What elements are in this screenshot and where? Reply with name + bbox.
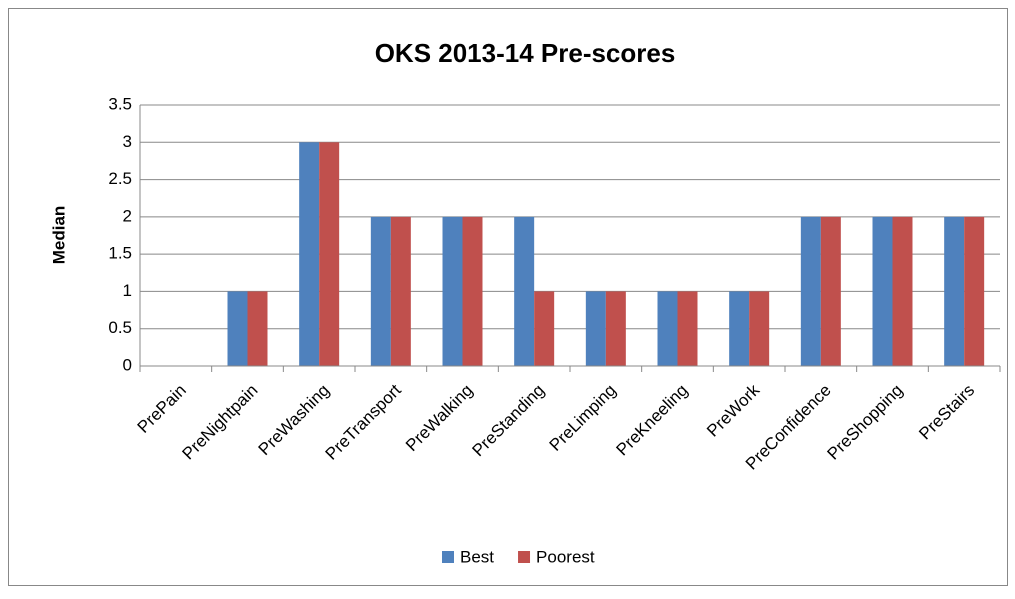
bar: [605, 291, 626, 366]
bar: [462, 216, 483, 366]
bar: [534, 291, 555, 366]
bar: [657, 291, 678, 366]
y-tick-label: 2.5: [108, 169, 132, 188]
y-tick-label: 2: [123, 206, 132, 225]
bar: [729, 291, 750, 366]
bar: [227, 291, 248, 366]
y-tick-label: 1: [123, 281, 132, 300]
bar: [319, 142, 340, 366]
bar: [964, 216, 985, 366]
bar: [677, 291, 698, 366]
y-tick-label: 1.5: [108, 244, 132, 263]
bar: [820, 216, 841, 366]
bar: [247, 291, 268, 366]
legend-swatch: [442, 551, 454, 563]
chart-title: OKS 2013-14 Pre-scores: [375, 38, 676, 68]
bar: [514, 216, 535, 366]
bar: [585, 291, 606, 366]
legend-label: Poorest: [536, 547, 595, 566]
bar: [370, 216, 391, 366]
bar: [944, 216, 965, 366]
y-tick-label: 3: [123, 132, 132, 151]
bar: [299, 142, 320, 366]
legend-swatch: [518, 551, 531, 563]
y-tick-label: 3.5: [108, 94, 132, 113]
bar: [892, 216, 913, 366]
y-tick-label: 0: [123, 355, 132, 374]
bar: [872, 216, 893, 366]
bar: [390, 216, 411, 366]
chart-frame: [8, 8, 1008, 586]
bar: [749, 291, 770, 366]
y-tick-label: 0.5: [108, 318, 132, 337]
y-axis-label: Median: [49, 206, 68, 265]
bar: [800, 216, 821, 366]
legend-label: Best: [460, 547, 494, 566]
bar: [442, 216, 463, 366]
